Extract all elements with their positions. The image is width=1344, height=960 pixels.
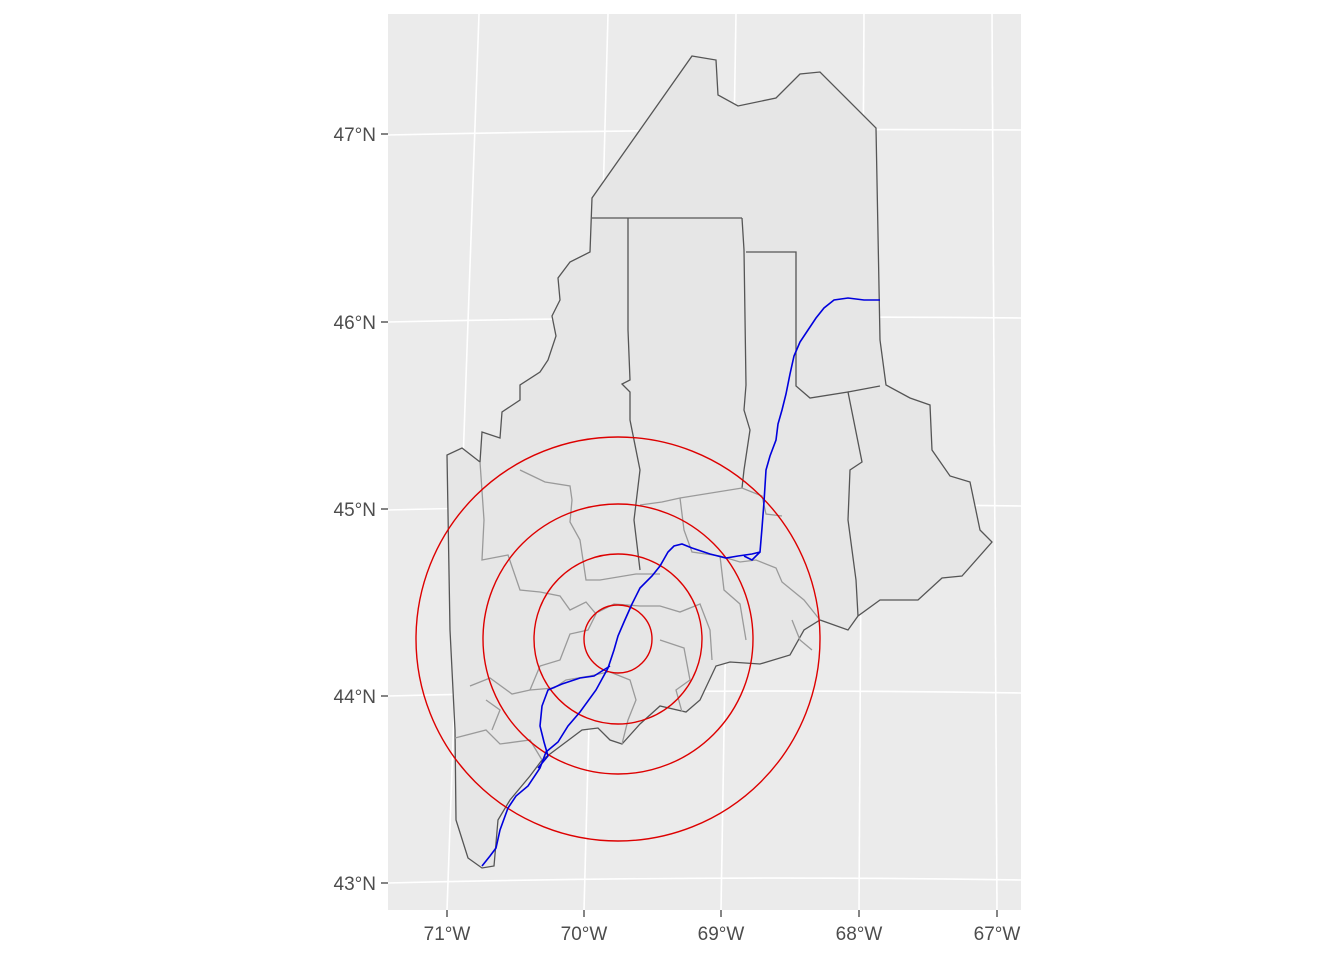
- y-tick-label: 46°N: [334, 313, 376, 334]
- buffer-rings: [415, 436, 821, 842]
- x-tick-label: 68°W: [836, 924, 883, 945]
- county-border: [746, 251, 863, 617]
- buffer-ring-50km: [533, 553, 703, 725]
- subregion-border: [485, 699, 501, 731]
- river-branch-line: [743, 551, 761, 561]
- graticule-lat-43: [387, 877, 1022, 884]
- subregion-border: [479, 461, 541, 593]
- x-tick-label: 67°W: [974, 924, 1021, 945]
- county-border: [620, 218, 641, 571]
- counties-layer: [446, 55, 993, 869]
- state-outline: [446, 55, 993, 869]
- subregions-layer: [454, 461, 821, 761]
- y-axis: 47°N 46°N 45°N 44°N 43°N: [334, 125, 388, 895]
- county-border: [741, 217, 751, 489]
- river-branch-line: [537, 665, 611, 769]
- subregion-border: [791, 619, 813, 651]
- y-tick-label: 43°N: [334, 874, 376, 895]
- subregion-border: [679, 497, 821, 621]
- x-tick-label: 70°W: [561, 924, 608, 945]
- buffer-ring-80km: [482, 503, 754, 775]
- subregion-border: [529, 591, 597, 691]
- y-tick-label: 44°N: [334, 687, 376, 708]
- x-axis: 71°W 70°W 69°W 68°W 67°W: [424, 910, 1021, 945]
- subregion-border: [609, 671, 637, 745]
- subregion-border: [454, 729, 543, 761]
- subregion-border: [719, 555, 747, 641]
- subregion-border: [639, 487, 783, 517]
- county-border: [847, 385, 881, 393]
- buffer-ring-120km: [415, 436, 821, 842]
- subregion-border: [659, 639, 691, 713]
- buffer-ring-20km: [583, 604, 653, 674]
- x-tick-label: 71°W: [424, 924, 471, 945]
- subregion-border: [519, 469, 660, 581]
- x-tick-label: 69°W: [698, 924, 745, 945]
- y-tick-label: 45°N: [334, 500, 376, 521]
- graticule-lon-67: [991, 13, 998, 911]
- river-line: [481, 297, 880, 867]
- y-tick-label: 47°N: [334, 125, 376, 146]
